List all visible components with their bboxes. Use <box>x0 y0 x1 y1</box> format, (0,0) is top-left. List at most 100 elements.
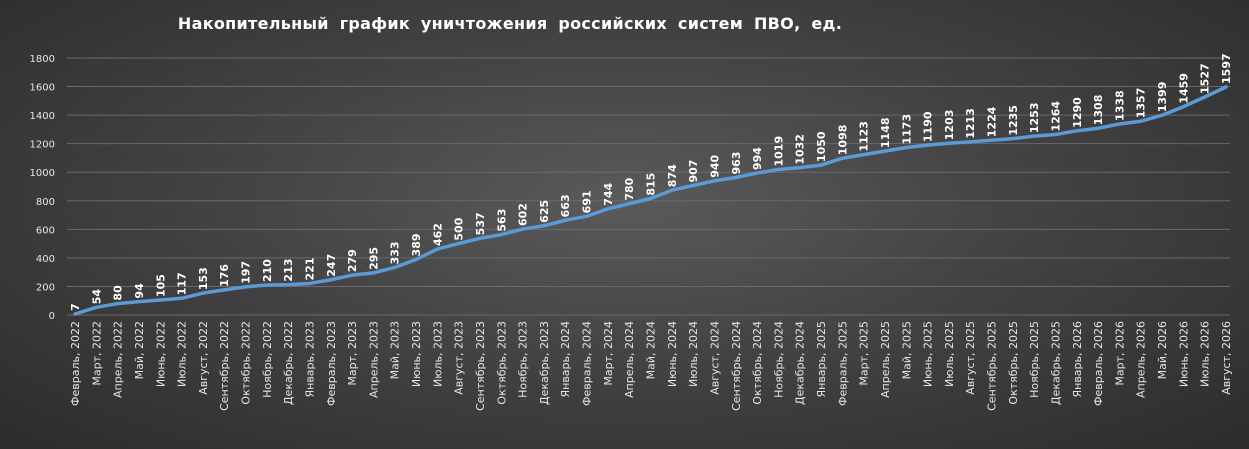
x-tick-label: Февраль, 2025 <box>836 321 849 406</box>
data-point <box>1224 85 1228 89</box>
x-tick-label: Ноябрь, 2025 <box>1028 321 1041 398</box>
x-tick-label: Май, 2023 <box>389 321 402 379</box>
y-tick-label: 0 <box>49 311 55 322</box>
data-label: 1290 <box>1071 97 1084 128</box>
x-tick-label: Сентябрь, 2022 <box>218 321 231 411</box>
data-label: 1264 <box>1049 101 1062 132</box>
y-axis: 0 200 400 600 800 1000 1200 1400 1600 1800 <box>30 54 55 322</box>
data-point <box>308 282 311 285</box>
data-label: 80 <box>112 285 125 301</box>
data-label: 1399 <box>1156 82 1169 113</box>
data-label: 210 <box>261 259 274 282</box>
data-point <box>1203 95 1206 99</box>
x-tick-label: Июль, 2022 <box>176 321 189 387</box>
y-tick-label: 200 <box>36 282 55 293</box>
x-tick-label: Август, 2024 <box>708 321 721 395</box>
chart-title: Накопительный график уничтожения российс… <box>177 14 843 33</box>
data-label: 153 <box>197 267 210 290</box>
data-point <box>905 146 908 149</box>
y-tick-label: 1600 <box>30 83 55 94</box>
data-point <box>713 179 716 182</box>
x-tick-label: Январь, 2026 <box>1071 321 1084 398</box>
x-tick-label: Март, 2026 <box>1113 321 1126 386</box>
data-label: 1173 <box>900 114 913 145</box>
x-tick-label: Август, 2026 <box>1220 321 1233 395</box>
y-tick-label: 800 <box>36 197 55 208</box>
data-point <box>244 285 247 289</box>
data-label: 874 <box>666 164 679 187</box>
data-label: 1338 <box>1113 90 1126 121</box>
data-point <box>350 273 354 277</box>
data-labels: 7 54 80 94 105 117 153 176 197 210 213 221 247 279 295… <box>69 53 1233 311</box>
x-tick-label: Март, 2024 <box>602 321 615 386</box>
x-tick-label: Май, 2022 <box>133 321 146 379</box>
data-point <box>286 283 290 286</box>
y-tick-label: 1000 <box>30 168 55 179</box>
x-tick-label: Февраль, 2022 <box>69 321 82 406</box>
data-point <box>1118 122 1121 126</box>
data-label: 815 <box>645 173 658 196</box>
data-point <box>542 224 546 227</box>
data-point <box>1032 134 1036 138</box>
data-point <box>755 171 759 175</box>
data-label: 1050 <box>815 131 828 162</box>
y-tick-label: 400 <box>36 254 55 265</box>
data-label: 54 <box>90 289 103 305</box>
x-tick-label: Октябрь, 2022 <box>240 321 253 405</box>
x-tick-label: Апрель, 2022 <box>112 321 125 398</box>
y-tick-label: 1800 <box>30 54 55 65</box>
data-label: 213 <box>282 259 295 282</box>
data-point <box>1160 114 1164 117</box>
data-point <box>393 266 396 269</box>
data-label: 1098 <box>836 125 849 156</box>
x-tick-label: Декабрь, 2023 <box>538 321 551 405</box>
data-point <box>798 166 801 169</box>
x-tick-label: Февраль, 2023 <box>325 321 338 406</box>
data-point <box>819 163 823 167</box>
x-tick-label: Декабрь, 2024 <box>794 321 807 405</box>
data-label: 117 <box>176 272 189 295</box>
data-point <box>521 227 524 231</box>
data-point <box>180 297 183 300</box>
data-label: 1203 <box>943 110 956 141</box>
x-tick-label: Май, 2024 <box>645 321 658 379</box>
data-label: 1253 <box>1028 102 1041 133</box>
data-point <box>1075 129 1078 133</box>
data-label: 907 <box>687 160 700 183</box>
data-label: 7 <box>69 303 82 311</box>
x-tick-label: Апрель, 2026 <box>1135 321 1148 398</box>
data-point <box>457 242 460 245</box>
data-label: 105 <box>154 274 167 297</box>
data-label: 1235 <box>1007 105 1020 136</box>
data-point <box>95 306 98 309</box>
data-label: 1597 <box>1220 53 1233 84</box>
data-label: 1308 <box>1092 95 1105 126</box>
data-label: 1224 <box>986 106 999 137</box>
data-point <box>223 288 226 292</box>
x-tick-label: Сентябрь, 2024 <box>730 321 743 411</box>
data-label: 279 <box>346 249 359 272</box>
x-tick-label: Июнь, 2025 <box>922 321 935 387</box>
data-point <box>137 300 141 303</box>
data-label: 333 <box>389 241 402 264</box>
data-point <box>1096 127 1100 130</box>
x-tick-label: Июнь, 2024 <box>666 321 679 387</box>
data-point <box>436 247 439 251</box>
x-tick-label: Апрель, 2023 <box>367 321 380 398</box>
data-point <box>1182 105 1185 108</box>
data-point <box>329 278 332 281</box>
x-tick-label: Апрель, 2025 <box>879 321 892 398</box>
x-tick-label: Февраль, 2024 <box>581 321 594 406</box>
data-point <box>1139 120 1142 123</box>
data-label: 537 <box>474 212 487 235</box>
data-point <box>777 168 780 171</box>
x-tick-label: Июнь, 2026 <box>1177 321 1190 387</box>
data-point <box>159 298 162 302</box>
x-tick-label: Апрель, 2024 <box>623 321 636 398</box>
x-tick-label: Июнь, 2022 <box>154 321 167 387</box>
data-label: 602 <box>517 203 530 226</box>
data-point <box>734 176 737 179</box>
y-tick-label: 1200 <box>30 140 55 151</box>
x-tick-label: Июнь, 2023 <box>410 321 423 387</box>
